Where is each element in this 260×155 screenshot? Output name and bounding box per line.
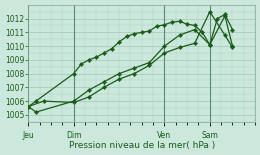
X-axis label: Pression niveau de la mer( hPa ): Pression niveau de la mer( hPa ) [69,141,215,150]
